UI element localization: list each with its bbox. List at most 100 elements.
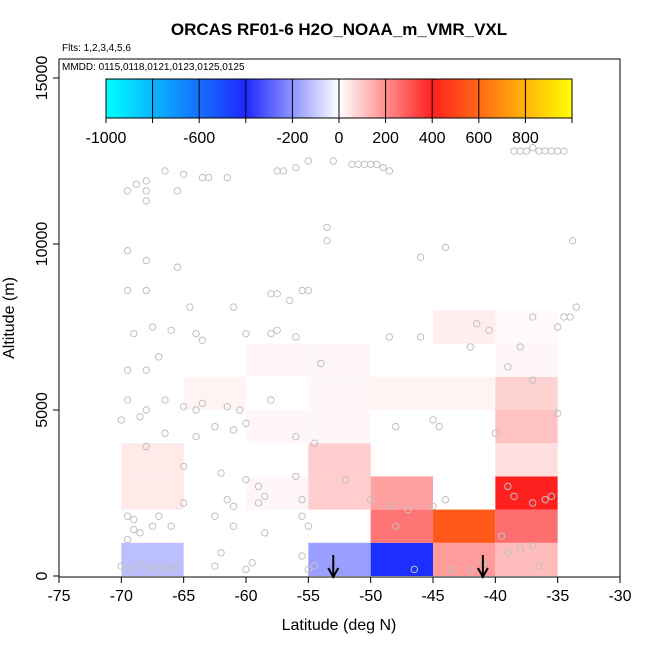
data-point [229,502,238,510]
data-point [167,522,175,530]
data-point [298,286,306,295]
data-point [142,177,150,185]
data-point [136,412,144,421]
data-point [560,147,568,155]
data-point [179,170,188,178]
data-point [167,565,175,574]
data-point [304,565,313,574]
data-point [123,396,132,404]
data-point [342,476,350,484]
data-point [204,173,213,182]
arrows-layer [327,555,489,580]
data-point [173,263,182,271]
data-point [547,492,556,501]
x-tick-label: -45 [421,588,444,605]
data-point [136,529,144,537]
data-point [429,416,437,424]
heat-cell [433,509,496,543]
data-point [354,160,362,169]
data-point [142,442,150,451]
data-point [142,565,150,574]
data-point [179,462,188,471]
data-point [529,499,537,507]
colorbar-tick-label: 800 [512,130,539,147]
data-point [553,409,562,418]
arrow-head [327,567,340,580]
data-point [310,562,319,570]
y-axis: 0 5000 10000 15000 [34,56,59,580]
data-point [198,336,207,344]
data-point [161,429,169,437]
data-point [261,529,269,537]
data-point [516,343,524,351]
y-tick-label: 0 [34,571,51,580]
data-point [541,495,549,504]
data-point [223,173,232,182]
heat-cell [121,476,184,510]
data-point [304,522,313,530]
data-point [404,505,412,514]
data-point [155,353,163,361]
data-point [360,160,369,169]
data-point [142,366,150,374]
data-point [379,163,387,172]
data-point [161,562,169,570]
data-point [547,147,556,155]
data-point [441,495,450,504]
heat-cell [246,476,309,510]
data-point [529,144,537,152]
heat-cell [308,542,371,576]
x-tick-label: -30 [608,588,631,605]
data-point [466,565,475,574]
data-point [391,522,400,530]
heat-cell [433,376,496,410]
heat-cell [495,509,558,543]
data-point [317,359,325,368]
heat-cell [121,443,184,477]
data-point [273,326,281,335]
data-point [323,236,331,245]
y-tick-label: 10000 [34,222,51,267]
data-point [254,499,263,507]
data-point [173,562,182,570]
data-point [448,565,456,574]
data-point [373,160,381,169]
data-point [572,303,581,311]
data-point [304,157,313,165]
data-point [248,559,256,567]
heat-cell [433,542,496,576]
data-point [211,422,219,431]
colorbar-tick-label: 600 [465,130,492,147]
data-point [323,223,331,232]
data-point [529,376,537,384]
data-point [553,323,562,331]
data-point [117,562,126,570]
colorbar [105,78,573,119]
data-point [142,256,150,265]
data-point [179,499,188,507]
data-point [435,422,443,431]
data-point [366,495,375,504]
data-point [298,552,306,560]
data-point [242,565,250,574]
x-tick-label: -60 [234,588,257,605]
data-point [186,303,194,311]
cells-layer [121,310,558,576]
data-point [192,406,200,414]
data-point [130,564,138,572]
data-point [522,147,531,155]
data-point [142,197,150,205]
data-point [167,326,175,335]
data-point [497,532,506,540]
x-axis: -75 -70 -65 -60 -55 -50 -45 -40 -35 -30 [47,576,632,605]
heat-cell [495,542,558,576]
data-point [298,512,306,520]
data-point [123,535,132,544]
data-point [155,512,163,520]
data-point [173,187,182,195]
data-point [441,243,450,252]
points-layer [117,144,581,574]
heat-cell [495,343,558,377]
data-point [142,187,150,195]
